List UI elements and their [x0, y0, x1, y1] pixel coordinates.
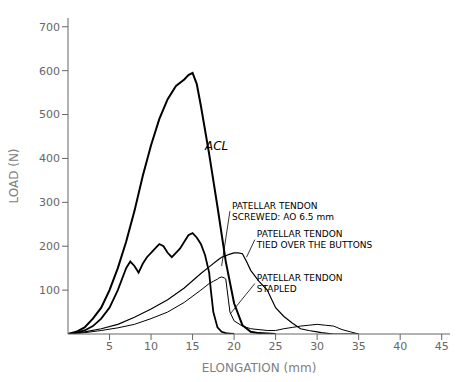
svg-text:SCREWED: AO 6.5 mm: SCREWED: AO 6.5 mm: [232, 212, 334, 222]
svg-text:20: 20: [227, 340, 241, 353]
svg-text:400: 400: [39, 152, 60, 165]
svg-text:10: 10: [144, 340, 158, 353]
svg-text:40: 40: [393, 340, 407, 353]
svg-text:TIED OVER THE BUTTONS: TIED OVER THE BUTTONS: [256, 240, 373, 250]
svg-text:STAPLED: STAPLED: [257, 284, 297, 294]
svg-text:200: 200: [39, 240, 60, 253]
svg-text:600: 600: [39, 65, 60, 78]
svg-text:15: 15: [186, 340, 200, 353]
svg-text:100: 100: [39, 284, 60, 297]
svg-text:ELONGATION (mm): ELONGATION (mm): [202, 361, 317, 374]
svg-text:LOAD (N): LOAD (N): [8, 148, 21, 203]
svg-text:25: 25: [269, 340, 283, 353]
svg-text:35: 35: [352, 340, 366, 353]
svg-text:500: 500: [39, 108, 60, 121]
svg-text:45: 45: [435, 340, 449, 353]
svg-text:ACL: ACL: [204, 139, 228, 153]
svg-text:PATELLAR TENDON: PATELLAR TENDON: [232, 201, 318, 211]
svg-text:30: 30: [310, 340, 324, 353]
svg-text:700: 700: [39, 21, 60, 34]
svg-text:PATELLAR TENDON: PATELLAR TENDON: [257, 273, 343, 283]
svg-text:PATELLAR TENDON: PATELLAR TENDON: [257, 229, 343, 239]
svg-text:5: 5: [106, 340, 113, 353]
svg-text:300: 300: [39, 196, 60, 209]
